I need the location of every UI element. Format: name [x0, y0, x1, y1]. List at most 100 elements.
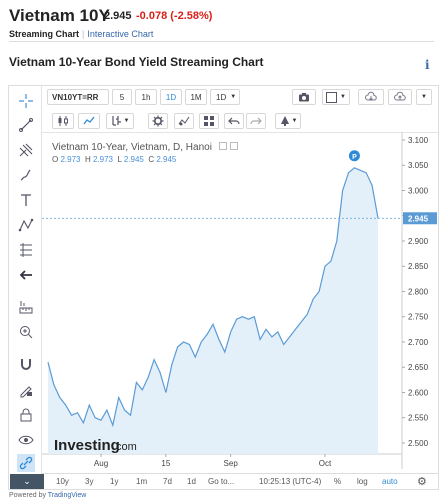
prediction-icon[interactable]	[17, 241, 35, 259]
crosshair-icon[interactable]	[17, 92, 35, 110]
chart-widget-frame	[8, 85, 439, 490]
powered-prefix: Powered by	[9, 492, 48, 499]
interval-dropdown[interactable]: 1D ▼	[210, 89, 240, 105]
zoom-in-icon[interactable]	[17, 323, 35, 341]
price-area-fill	[48, 167, 378, 455]
measure-icon[interactable]	[17, 298, 35, 316]
current-price-label: 2.945	[403, 212, 437, 225]
tradingview-link[interactable]: TradingView	[47, 492, 87, 499]
event-marker-label: P	[352, 154, 357, 161]
interval-dropdown-label: 1D	[216, 92, 227, 102]
drawing-tools-sidebar	[9, 86, 42, 489]
pitchfork-icon[interactable]	[17, 141, 35, 159]
open-value: 2.973	[60, 155, 81, 164]
y-axis: 3.1003.0503.0002.9502.9002.8502.8002.750…	[402, 136, 429, 448]
y-tick-label: 2.700	[408, 338, 429, 347]
symbol-input[interactable]: VN10YT=RR	[47, 89, 109, 105]
legend-close-icon[interactable]	[230, 142, 239, 150]
percent-toggle[interactable]: %	[334, 477, 342, 486]
x-tick-label: 15	[161, 459, 170, 468]
powered-by: Powered by TradingView	[9, 492, 86, 499]
range-1d[interactable]: 1d	[187, 477, 196, 486]
header-divider	[9, 41, 434, 42]
info-icon[interactable]: i	[425, 58, 430, 72]
link-icon[interactable]	[17, 454, 35, 472]
y-tick-label: 2.550	[408, 414, 429, 423]
y-tick-label: 2.850	[408, 262, 429, 271]
chevron-down-icon: ▼	[340, 94, 346, 100]
settings-icon[interactable]	[148, 113, 168, 129]
x-tick-label: Oct	[319, 459, 332, 468]
price-chart[interactable]: 3.1003.0503.0002.9502.9002.8502.8002.750…	[42, 132, 438, 472]
auto-toggle[interactable]: auto	[382, 477, 398, 486]
line-chart-icon[interactable]	[78, 113, 100, 129]
series-legend: Vietnam 10-Year, Vietnam, D, Hanoi	[52, 142, 239, 153]
camera-icon[interactable]	[292, 89, 316, 105]
y-tick-label: 2.750	[408, 313, 429, 322]
brush-icon[interactable]	[17, 166, 35, 184]
series-title: Vietnam 10-Year, Vietnam, D, Hanoi	[52, 142, 212, 153]
price-tag-text: 2.945	[408, 214, 429, 223]
templates-icon[interactable]	[199, 113, 219, 129]
gear-icon[interactable]: ⚙	[417, 476, 427, 488]
price-change: -0.078 (-2.58%)	[136, 10, 213, 22]
y-tick-label: 3.050	[408, 161, 429, 170]
range-10y[interactable]: 10y	[56, 477, 69, 486]
interval-1d[interactable]: 1D	[160, 89, 182, 105]
chevron-down-icon: ▼	[123, 118, 130, 124]
tab-streaming-chart[interactable]: Streaming Chart	[9, 29, 80, 39]
y-tick-label: 2.650	[408, 363, 429, 372]
last-price: 2.945	[104, 10, 132, 22]
interval-1m[interactable]: 1M	[185, 89, 207, 105]
range-1y[interactable]: 1y	[110, 477, 119, 486]
y-tick-label: 2.600	[408, 388, 429, 397]
y-tick-label: 2.800	[408, 287, 429, 296]
chart-heading: Vietnam 10-Year Bond Yield Streaming Cha…	[9, 55, 264, 69]
range-3y[interactable]: 3y	[85, 477, 94, 486]
investing-watermark: Investing .com	[54, 437, 137, 454]
tab-interactive-chart[interactable]: Interactive Chart	[87, 29, 154, 39]
log-toggle[interactable]: log	[357, 477, 368, 486]
range-1m[interactable]: 1m	[136, 477, 148, 486]
alert-icon[interactable]: ▼	[275, 113, 301, 129]
undo-icon[interactable]	[224, 113, 244, 129]
eye-icon[interactable]	[17, 431, 35, 449]
x-axis: Aug 15 Sep Oct	[94, 454, 332, 468]
y-tick-label: 2.900	[408, 237, 429, 246]
arrow-left-icon[interactable]	[17, 266, 35, 284]
cloud-load-icon[interactable]	[358, 89, 384, 105]
color-square-icon	[326, 91, 338, 103]
interval-1h[interactable]: 1h	[135, 89, 157, 105]
chart-tabs: Streaming Chart | Interactive Chart	[9, 29, 153, 39]
candles-icon[interactable]	[52, 113, 74, 129]
y-tick-label: 2.500	[408, 439, 429, 448]
magnet-icon[interactable]	[17, 356, 35, 374]
goto-date-button[interactable]: Go to...	[208, 477, 235, 486]
chevron-down-icon: ⌄	[23, 476, 31, 486]
range-7d[interactable]: 7d	[163, 477, 172, 486]
high-value: 2.973	[92, 155, 113, 164]
chart-style-toolbar: ▼ ▼	[42, 110, 438, 133]
instrument-title: Vietnam 10Y	[9, 6, 110, 25]
redo-icon[interactable]	[246, 113, 266, 129]
collapse-toolbar-button[interactable]: ⌄	[10, 474, 44, 489]
legend-settings-icon[interactable]	[218, 142, 227, 150]
watermark-suffix: .com	[113, 441, 137, 453]
pattern-icon[interactable]	[17, 216, 35, 234]
low-value: 2.945	[123, 155, 144, 164]
event-marker[interactable]	[348, 150, 360, 162]
close-value: 2.945	[156, 155, 177, 164]
trend-line-icon[interactable]	[17, 116, 35, 134]
compare-icon[interactable]: ▼	[106, 113, 134, 129]
color-picker-button[interactable]: ▼	[322, 89, 350, 105]
pencil-lock-icon[interactable]	[17, 381, 35, 399]
cloud-save-icon[interactable]	[388, 89, 412, 105]
ohlc-readout: O 2.973 H 2.973 L 2.945 C 2.945	[52, 155, 176, 164]
interval-5[interactable]: 5	[112, 89, 132, 105]
text-tool-icon[interactable]	[17, 191, 35, 209]
more-icon[interactable]: ▼	[416, 89, 432, 105]
indicators-icon[interactable]	[174, 113, 194, 129]
y-tick-label: 3.000	[408, 186, 429, 195]
lock-icon[interactable]	[17, 406, 35, 424]
open-label: O	[52, 155, 59, 164]
